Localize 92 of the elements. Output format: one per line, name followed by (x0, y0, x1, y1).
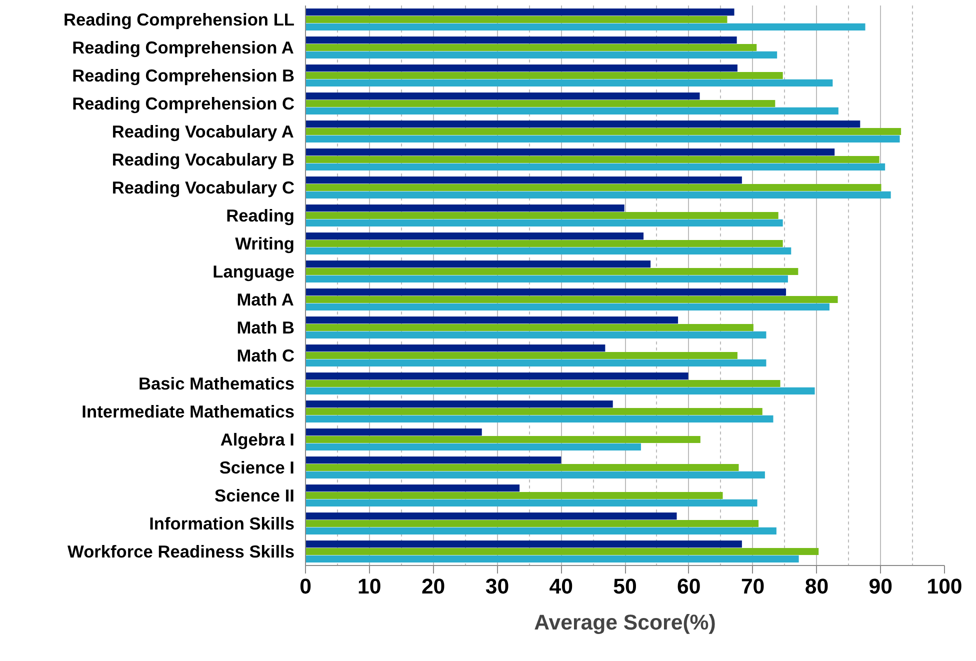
bar (306, 240, 783, 248)
bar (306, 232, 644, 240)
x-axis-title: Average Score(%) (534, 610, 716, 634)
bar (306, 275, 788, 283)
y-tick-label: Reading Comprehension C (72, 94, 295, 114)
y-tick-label: Science II (214, 486, 295, 506)
y-tick-label: Reading Vocabulary A (112, 122, 294, 142)
bar (306, 107, 838, 115)
bar (306, 548, 819, 556)
y-tick-label: Reading (226, 206, 295, 226)
bar (306, 512, 677, 520)
x-tick-label: 50 (613, 574, 637, 598)
bar (306, 387, 815, 395)
y-tick-label: Language (212, 262, 295, 282)
y-tick-label: Math B (236, 318, 295, 338)
bar (306, 520, 759, 528)
bar (306, 135, 900, 143)
bar (306, 464, 739, 472)
bar (306, 260, 651, 268)
y-tick-label: Math C (236, 346, 295, 366)
bar (306, 436, 700, 444)
bar (306, 415, 774, 423)
bar (306, 324, 754, 332)
bar (306, 428, 482, 436)
bar (306, 268, 798, 276)
bar (306, 359, 766, 367)
bar (306, 219, 783, 227)
bar (306, 204, 624, 212)
bar (306, 499, 758, 507)
y-tick-label: Reading Comprehension A (72, 38, 294, 58)
x-tick-label: 70 (740, 574, 765, 598)
x-tick-label: 60 (677, 574, 701, 598)
bar (306, 72, 783, 80)
bar (306, 156, 880, 164)
bar (306, 344, 606, 352)
y-tick-label: Information Skills (149, 514, 295, 534)
bar (306, 51, 778, 59)
bar (306, 303, 830, 311)
x-tick-label: 0 (300, 574, 312, 598)
bar (306, 44, 757, 52)
bar (306, 64, 738, 72)
x-tick-label: 80 (804, 574, 829, 598)
bar (306, 492, 723, 500)
bar (306, 540, 742, 548)
bar (306, 128, 902, 136)
y-tick-label: Algebra I (220, 430, 295, 450)
y-tick-label: Reading Comprehension B (72, 66, 295, 86)
x-tick-label: 90 (868, 574, 892, 598)
bar (306, 408, 762, 416)
x-tick-label: 30 (485, 574, 510, 598)
bar (306, 100, 776, 108)
bar (306, 527, 776, 535)
bar (306, 247, 792, 255)
bar (306, 212, 778, 220)
y-tick-label: Intermediate Mathematics (82, 402, 295, 422)
x-tick-label: 20 (421, 574, 446, 598)
bar (306, 456, 562, 464)
y-tick-label: Reading Vocabulary B (112, 150, 295, 170)
bar (306, 23, 866, 31)
y-tick-label: Science I (219, 458, 295, 478)
bar (306, 296, 838, 304)
bar (306, 443, 641, 451)
bar (306, 79, 833, 87)
bar (306, 484, 520, 492)
bar (306, 555, 799, 563)
bar (306, 331, 766, 339)
bar (306, 372, 688, 380)
y-tick-label: Basic Mathematics (138, 374, 295, 394)
bar (306, 352, 738, 360)
bar (306, 92, 700, 100)
bar (306, 163, 886, 171)
bar (306, 316, 678, 324)
x-tick-label: 100 (926, 574, 962, 598)
y-tick-label: Writing (235, 234, 295, 254)
y-tick-label: Math A (236, 290, 294, 310)
bar (306, 288, 786, 296)
bar (306, 380, 780, 388)
bar (306, 191, 891, 199)
bar (306, 120, 860, 128)
y-tick-label: Reading Comprehension LL (63, 10, 295, 30)
bar (306, 471, 765, 479)
bar (306, 16, 728, 24)
bar (306, 148, 835, 156)
x-tick-label: 10 (358, 574, 382, 598)
y-tick-label: Workforce Readiness Skills (68, 542, 294, 562)
y-tick-label: Reading Vocabulary C (112, 178, 295, 198)
bar (306, 8, 734, 16)
bar (306, 36, 737, 44)
x-tick-label: 40 (549, 574, 573, 598)
bar (306, 400, 613, 408)
bar (306, 176, 742, 184)
bar (306, 184, 882, 192)
